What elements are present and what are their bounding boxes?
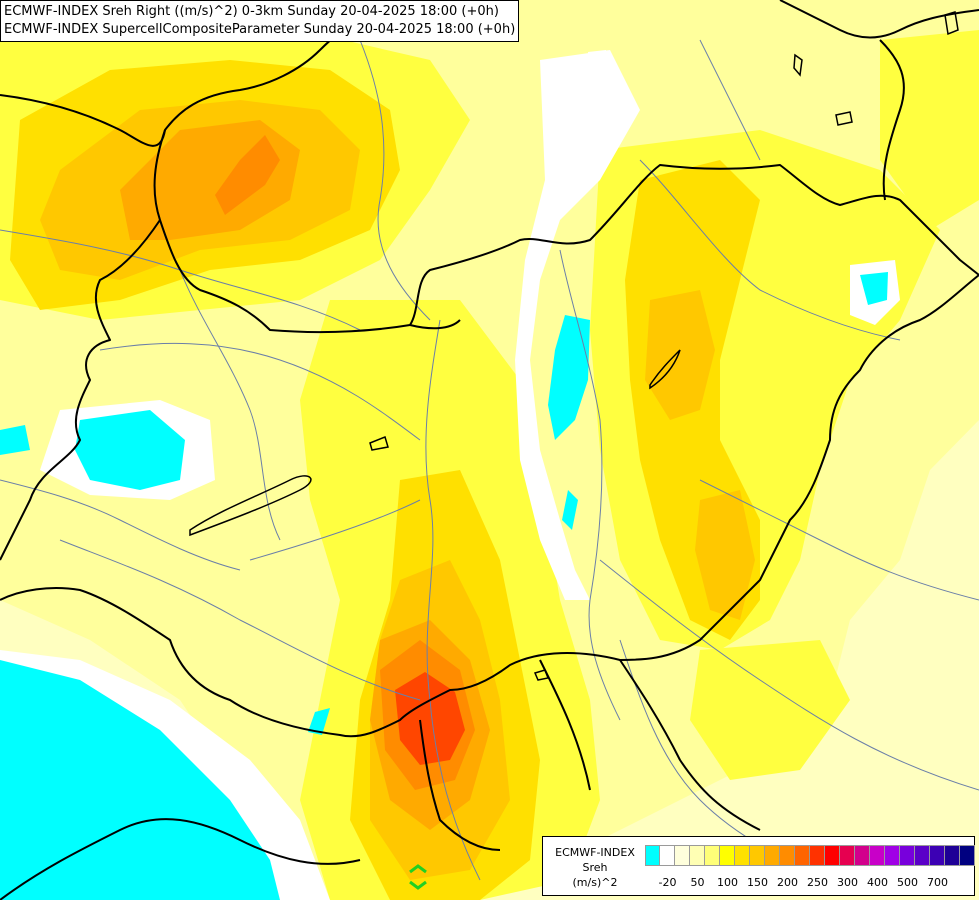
- legend-swatch: [720, 845, 735, 866]
- legend-swatch: [795, 845, 810, 866]
- sreh-field-cyan-northeast: [860, 272, 888, 305]
- legend-title: ECMWF-INDEX Sreh (m/s)^2: [547, 845, 643, 890]
- sreh-field-cyan-far-west: [0, 425, 30, 455]
- legend-tick-label: 400: [867, 876, 888, 889]
- sreh-field-cyan-small-south: [308, 708, 330, 735]
- legend-swatch: [705, 845, 720, 866]
- sreh-field-cyan-west: [75, 410, 185, 490]
- legend-swatch: [735, 845, 750, 866]
- rivers: [0, 39, 979, 891]
- legend-title-line-variable: Sreh: [582, 861, 608, 874]
- legend-tick-label: 200: [777, 876, 798, 889]
- legend-swatch: [810, 845, 825, 866]
- legend-title-line-source: ECMWF-INDEX: [555, 846, 635, 859]
- legend-swatch: [765, 845, 780, 866]
- legend-swatch: [840, 845, 855, 866]
- sreh-field-yellow-southeast: [690, 640, 850, 780]
- color-legend: ECMWF-INDEX Sreh (m/s)^2 -20 50 100 150 200 2…: [542, 836, 975, 896]
- map-title-box: ECMWF-INDEX Sreh Right ((m/s)^2) 0-3km S…: [0, 0, 519, 42]
- sreh-field-cyan-southwest: [0, 660, 280, 900]
- sreh-field-amber-east: [645, 290, 715, 420]
- legend-swatch: [870, 845, 885, 866]
- sreh-field-amber-southeast: [695, 490, 755, 620]
- legend-tick-label: 250: [807, 876, 828, 889]
- legend-swatch: [945, 845, 960, 866]
- legend-swatch: [780, 845, 795, 866]
- legend-swatch: [675, 845, 690, 866]
- legend-tick-label: 500: [897, 876, 918, 889]
- legend-swatch: [900, 845, 915, 866]
- legend-swatch: [825, 845, 840, 866]
- sreh-field-dark-orange-north: [215, 135, 280, 215]
- legend-tick-label: 300: [837, 876, 858, 889]
- legend-tick-label: 100: [717, 876, 738, 889]
- title-line-scp: ECMWF-INDEX SupercellCompositeParameter …: [4, 22, 516, 37]
- sreh-field-cyan-top: [588, 50, 610, 95]
- supercell-marker: [409, 864, 427, 890]
- legend-swatch: [855, 845, 870, 866]
- legend-swatch: [690, 845, 705, 866]
- legend-swatches: [645, 845, 975, 866]
- legend-tick-label: 150: [747, 876, 768, 889]
- legend-tick-label: 50: [690, 876, 705, 889]
- legend-swatch: [915, 845, 930, 866]
- legend-swatch: [660, 845, 675, 866]
- sreh-field-cyan-lake-south: [562, 490, 578, 530]
- legend-ticks: -20 50 100 150 200 250 300 400 500 700: [645, 876, 975, 890]
- sreh-field-yellow-northeast: [880, 30, 979, 230]
- legend-tick-label: 700: [927, 876, 948, 889]
- legend-title-line-unit: (m/s)^2: [572, 876, 618, 889]
- legend-swatch: [885, 845, 900, 866]
- sreh-field-cyan-lake-band: [548, 315, 590, 440]
- sreh-field-red-core: [395, 672, 465, 765]
- lake-outlines: [189, 11, 959, 681]
- legend-swatch: [930, 845, 945, 866]
- title-line-sreh: ECMWF-INDEX Sreh Right ((m/s)^2) 0-3km S…: [4, 4, 499, 19]
- legend-swatch: [960, 845, 975, 866]
- legend-tick-label: -20: [658, 876, 677, 889]
- legend-swatch: [750, 845, 765, 866]
- legend-swatch: [645, 845, 660, 866]
- sreh-field-white-central-band: [515, 50, 640, 600]
